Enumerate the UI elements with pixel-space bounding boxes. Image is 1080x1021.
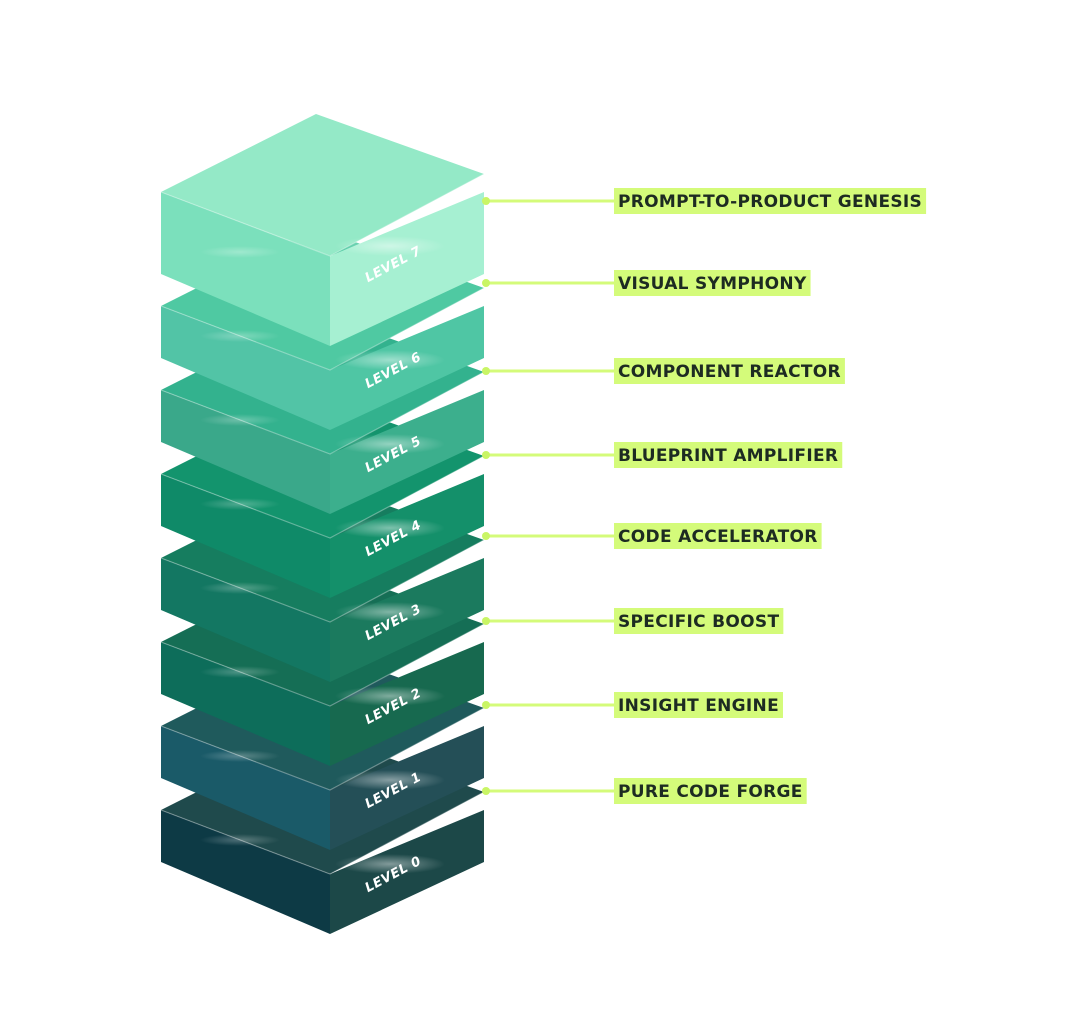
- level-tag-0: PURE CODE FORGE: [482, 778, 807, 804]
- connector-dot: [482, 367, 490, 375]
- level-name-label: PROMPT-TO-PRODUCT GENESIS: [618, 192, 922, 212]
- level-tag-1: INSIGHT ENGINE: [482, 692, 783, 718]
- level-block-glow: [200, 246, 280, 258]
- level-block-edge-highlight: [160, 455, 485, 539]
- level-block-glow: [335, 236, 445, 256]
- level-block-right-face: [330, 192, 484, 346]
- level-name-badge: [614, 442, 843, 468]
- level-tag-5: COMPONENT REACTOR: [482, 358, 845, 384]
- level-block-glow: [200, 582, 280, 594]
- level-tag-7: PROMPT-TO-PRODUCT GENESIS: [482, 188, 927, 214]
- level-block-glow: [200, 750, 280, 762]
- level-block-glow: [200, 498, 280, 510]
- level-block-glow: [200, 834, 280, 846]
- level-block-glow: [335, 434, 445, 454]
- level-name-label: COMPONENT REACTOR: [618, 362, 841, 382]
- level-tag-4: BLUEPRINT AMPLIFIER: [482, 442, 843, 468]
- level-block-glow: [200, 414, 280, 426]
- level-name-label: BLUEPRINT AMPLIFIER: [618, 446, 838, 466]
- level-name-badge: [614, 692, 783, 718]
- level-block-glow: [335, 686, 445, 706]
- connector-dot: [482, 532, 490, 540]
- level-block-edge-highlight: [160, 791, 485, 875]
- connector-dot: [482, 279, 490, 287]
- level-block-glow: [335, 518, 445, 538]
- level-name-label: INSIGHT ENGINE: [618, 696, 779, 716]
- connector-dot: [482, 451, 490, 459]
- level-block-edge-highlight: [160, 623, 485, 707]
- level-block-glow: [335, 602, 445, 622]
- connector-dot: [482, 197, 490, 205]
- level-name-badge: [614, 270, 811, 296]
- level-name-label: PURE CODE FORGE: [618, 782, 803, 802]
- connector-dot: [482, 701, 490, 709]
- level-name-badge: [614, 523, 822, 549]
- level-block-glow: [335, 854, 445, 874]
- level-labels: PURE CODE FORGE INSIGHT ENGINE SPECIFIC BO…: [482, 188, 927, 804]
- level-block-edge-highlight: [160, 371, 485, 455]
- level-block-left-face: [161, 192, 330, 346]
- level-name-badge: [614, 188, 927, 214]
- level-name-badge: [614, 778, 807, 804]
- level-block-glow: [200, 330, 280, 342]
- level-block-7: LEVEL 7: [160, 114, 485, 346]
- level-block-edge-highlight: [160, 539, 485, 623]
- level-tag-6: VISUAL SYMPHONY: [482, 270, 811, 296]
- level-block-edge-highlight: [160, 173, 485, 257]
- level-name-label: SPECIFIC BOOST: [618, 612, 779, 632]
- level-block-glow: [335, 770, 445, 790]
- level-name-label: CODE ACCELERATOR: [618, 527, 818, 547]
- level-block-glow: [335, 350, 445, 370]
- connector-dot: [482, 787, 490, 795]
- level-tag-3: CODE ACCELERATOR: [482, 523, 822, 549]
- level-block-edge-highlight: [160, 707, 485, 791]
- level-block-top-face: [161, 114, 484, 256]
- level-block-edge-highlight: [160, 287, 485, 371]
- level-name-label: VISUAL SYMPHONY: [618, 274, 807, 294]
- connector-dot: [482, 617, 490, 625]
- level-name-badge: [614, 358, 845, 384]
- level-tag-2: SPECIFIC BOOST: [482, 608, 784, 634]
- level-block-glow: [200, 666, 280, 678]
- level-name-badge: [614, 608, 784, 634]
